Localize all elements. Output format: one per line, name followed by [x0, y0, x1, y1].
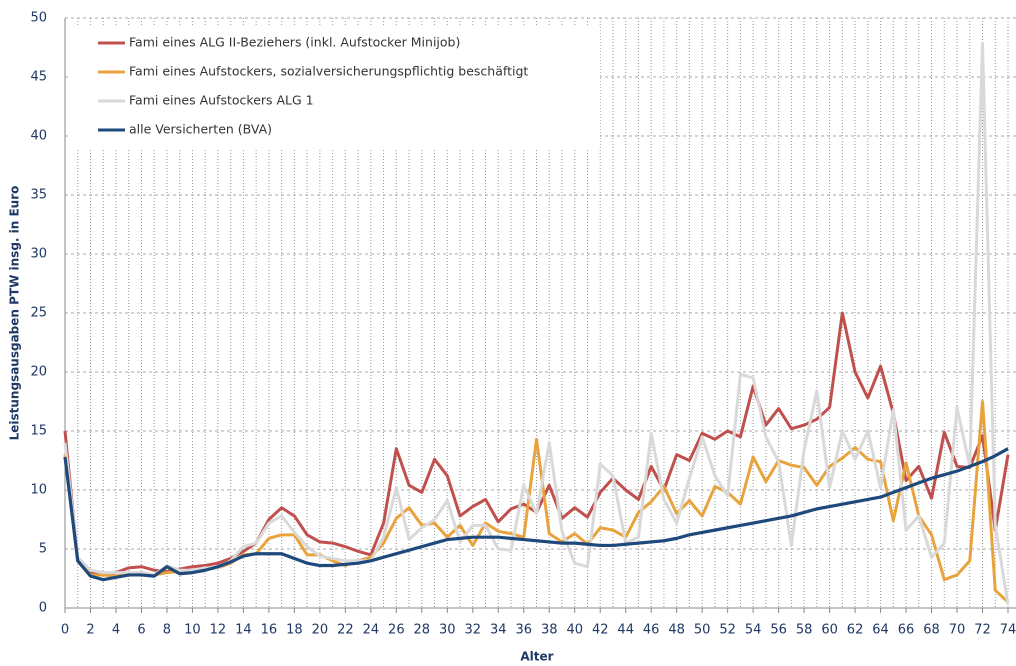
- y-axis-label: Leistungsausgaben PTW insg. in Euro: [8, 186, 22, 441]
- x-tick-label: 24: [363, 623, 380, 638]
- x-tick-label: 14: [235, 623, 252, 638]
- x-tick-label: 22: [337, 623, 354, 638]
- x-tick-label: 30: [439, 623, 456, 638]
- x-tick-label: 68: [923, 623, 940, 638]
- line-series: [63, 447, 1009, 582]
- y-tick-label: 40: [30, 129, 47, 144]
- y-tick-label: 10: [30, 483, 47, 498]
- y-tick-label: 30: [30, 247, 47, 262]
- x-tick-label: 46: [643, 623, 660, 638]
- y-tick-label: 35: [30, 188, 47, 203]
- x-tick-label: 32: [465, 623, 482, 638]
- x-tick-label: 50: [694, 623, 711, 638]
- y-tick-label: 0: [39, 601, 47, 616]
- x-tick-label: 16: [261, 623, 278, 638]
- x-tick-label: 40: [566, 623, 583, 638]
- x-tick-label: 0: [61, 623, 69, 638]
- y-tick-label: 15: [30, 424, 47, 439]
- y-tick-label: 20: [30, 365, 47, 380]
- legend-box: [68, 26, 600, 150]
- x-tick-label: 72: [974, 623, 991, 638]
- x-tick-label: 52: [719, 623, 736, 638]
- x-tick-label: 54: [745, 623, 762, 638]
- x-tick-label: 10: [184, 623, 201, 638]
- x-tick-label: 36: [515, 623, 532, 638]
- x-tick-label: 58: [796, 623, 813, 638]
- x-tick-label: 44: [617, 623, 634, 638]
- x-tick-label: 34: [490, 623, 507, 638]
- x-tick-label: 70: [949, 623, 966, 638]
- x-tick-label: 6: [137, 623, 145, 638]
- y-tick-label: 45: [30, 70, 47, 85]
- x-tick-label: 56: [770, 623, 787, 638]
- x-axis-label: Alter: [520, 650, 553, 664]
- x-tick-label: 38: [541, 623, 558, 638]
- y-tick-label: 25: [30, 306, 47, 321]
- x-tick-label: 62: [847, 623, 864, 638]
- x-tick-label: 20: [312, 623, 329, 638]
- legend-label: alle Versicherten (BVA): [129, 122, 272, 137]
- x-tick-label: 60: [821, 623, 838, 638]
- x-tick-label: 66: [898, 623, 915, 638]
- x-tick-label: 48: [668, 623, 685, 638]
- y-tick-label: 5: [39, 542, 47, 557]
- x-tick-label: 2: [86, 623, 94, 638]
- x-tick-label: 18: [286, 623, 303, 638]
- x-tick-label: 26: [388, 623, 405, 638]
- x-tick-label: 12: [210, 623, 227, 638]
- legend-label: Fami eines ALG II-Beziehers (inkl. Aufst…: [129, 35, 460, 50]
- x-tick-label: 4: [112, 623, 120, 638]
- x-tick-label: 64: [872, 623, 889, 638]
- legend-label: Fami eines Aufstockers, sozialversicheru…: [129, 64, 528, 79]
- x-tick-label: 28: [414, 623, 431, 638]
- x-tick-label: 8: [163, 623, 171, 638]
- legend-label: Fami eines Aufstockers ALG 1: [129, 93, 314, 108]
- x-tick-label: 74: [1000, 623, 1016, 638]
- x-tick-label: 42: [592, 623, 609, 638]
- y-tick-label: 50: [30, 11, 47, 26]
